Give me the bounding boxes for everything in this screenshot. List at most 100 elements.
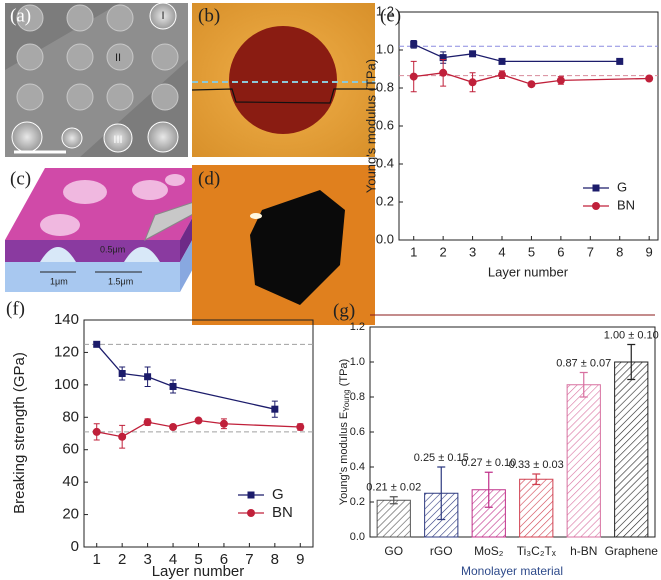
x-tick-label: 8 bbox=[271, 551, 279, 568]
marker bbox=[271, 405, 279, 413]
x-tick-label: 4 bbox=[498, 244, 505, 259]
annotation: I bbox=[161, 10, 164, 22]
legend-marker bbox=[247, 491, 255, 499]
legend-label: G bbox=[272, 486, 284, 503]
marker bbox=[469, 50, 477, 58]
panel-label: (c) bbox=[10, 168, 31, 189]
y-tick-label: 0.0 bbox=[376, 231, 394, 246]
panel-label: (b) bbox=[198, 5, 220, 26]
panel-b: (b) bbox=[191, 3, 375, 157]
y-axis-label-sub: Young bbox=[342, 389, 351, 411]
marker bbox=[93, 340, 101, 348]
y-tick-label: 0 bbox=[71, 538, 79, 555]
value-label: 0.21 ± 0.02 bbox=[366, 482, 421, 494]
x-tick-label: 3 bbox=[469, 244, 476, 259]
legend-marker bbox=[247, 509, 255, 517]
y-axis-label: Breaking strength (GPa) bbox=[11, 352, 28, 514]
x-tick-label: 1 bbox=[410, 244, 417, 259]
marker bbox=[409, 72, 418, 81]
value-label: 0.87 ± 0.07 bbox=[556, 357, 611, 369]
value-label: 0.33 ± 0.03 bbox=[509, 459, 564, 471]
legend-marker bbox=[592, 202, 600, 210]
value-label: 0.27 ± 0.10 bbox=[461, 457, 516, 469]
y-axis-label-unit: (TPa) bbox=[338, 359, 350, 390]
x-tick-label: 4 bbox=[169, 551, 177, 568]
y-tick-label: 0.2 bbox=[376, 193, 394, 208]
annotation: II bbox=[115, 52, 121, 64]
annotation: 1μm bbox=[50, 276, 68, 286]
y-tick-label: 40 bbox=[62, 473, 79, 490]
y-tick-label: 0.8 bbox=[376, 79, 394, 94]
y-tick-label: 100 bbox=[54, 376, 79, 393]
y-tick-label: 0.4 bbox=[350, 461, 365, 473]
value-label: 0.25 ± 0.15 bbox=[414, 452, 469, 464]
y-tick-label: 120 bbox=[54, 343, 79, 360]
plot-frame bbox=[369, 326, 656, 538]
marker bbox=[616, 57, 624, 65]
y-tick-label: 1.2 bbox=[350, 321, 365, 333]
marker bbox=[169, 423, 178, 432]
marker bbox=[556, 76, 565, 85]
y-tick-label: 1.0 bbox=[376, 41, 394, 56]
value-label: 1.00 ± 0.10 bbox=[604, 329, 659, 341]
legend-marker bbox=[592, 184, 600, 192]
marker bbox=[468, 78, 477, 87]
marker bbox=[92, 427, 101, 436]
x-tick-label: 9 bbox=[296, 551, 304, 568]
x-axis-label: Monolayer material bbox=[461, 564, 563, 578]
bar bbox=[471, 489, 506, 538]
y-axis-label-main: Young's modulus E bbox=[338, 412, 350, 505]
marker bbox=[439, 54, 447, 62]
error-bar bbox=[484, 471, 493, 508]
x-tick-label: 3 bbox=[143, 551, 151, 568]
marker bbox=[144, 373, 152, 381]
y-tick-label: 0.4 bbox=[376, 155, 394, 170]
marker bbox=[118, 432, 127, 441]
panel-label: (f) bbox=[6, 298, 25, 319]
marker bbox=[439, 68, 448, 77]
x-tick-label: 2 bbox=[440, 244, 447, 259]
y-tick-label: 0.6 bbox=[350, 426, 365, 438]
y-tick-label: 1.2 bbox=[376, 3, 394, 18]
x-tick-label: GO bbox=[384, 544, 403, 558]
bar bbox=[376, 499, 411, 538]
marker bbox=[169, 382, 177, 390]
bar bbox=[519, 478, 554, 538]
x-tick-label: 5 bbox=[194, 551, 202, 568]
y-tick-label: 60 bbox=[62, 441, 79, 458]
x-tick-label: 6 bbox=[220, 551, 228, 568]
marker bbox=[143, 418, 152, 427]
panel-c: (c) 0.5μm 1μm 1.5μm bbox=[5, 168, 220, 292]
bar bbox=[614, 361, 649, 538]
x-tick-label: 1 bbox=[93, 551, 101, 568]
marker bbox=[219, 419, 228, 428]
error-bar bbox=[389, 496, 398, 505]
x-tick-label: MoS₂ bbox=[474, 544, 504, 558]
marker bbox=[194, 416, 203, 425]
marker bbox=[296, 423, 305, 432]
y-tick-label: 140 bbox=[54, 311, 79, 328]
error-bar bbox=[627, 343, 636, 381]
y-axis-label: Young's modulus (TPa) bbox=[363, 59, 378, 193]
x-axis-label: Layer number bbox=[488, 264, 569, 279]
x-tick-label: 7 bbox=[587, 244, 594, 259]
x-tick-label: rGO bbox=[430, 544, 453, 558]
annotation: 1.5μm bbox=[108, 276, 133, 286]
marker bbox=[118, 370, 126, 378]
marker bbox=[645, 74, 654, 83]
panel-label: (a) bbox=[10, 5, 31, 26]
y-axis-label: Young's modulus EYoung (TPa) bbox=[338, 359, 351, 505]
x-tick-label: 8 bbox=[616, 244, 623, 259]
legend-label: BN bbox=[272, 504, 293, 521]
y-tick-label: 0.2 bbox=[350, 496, 365, 508]
error-bar bbox=[579, 371, 588, 398]
x-tick-label: 5 bbox=[528, 244, 535, 259]
y-tick-label: 80 bbox=[62, 408, 79, 425]
legend-label: BN bbox=[617, 197, 635, 212]
panel-a: (a) I II III bbox=[5, 2, 188, 157]
x-tick-label: 9 bbox=[646, 244, 653, 259]
error-bar bbox=[532, 473, 541, 486]
x-tick-label: 7 bbox=[245, 551, 253, 568]
y-tick-label: 0.0 bbox=[350, 531, 365, 543]
